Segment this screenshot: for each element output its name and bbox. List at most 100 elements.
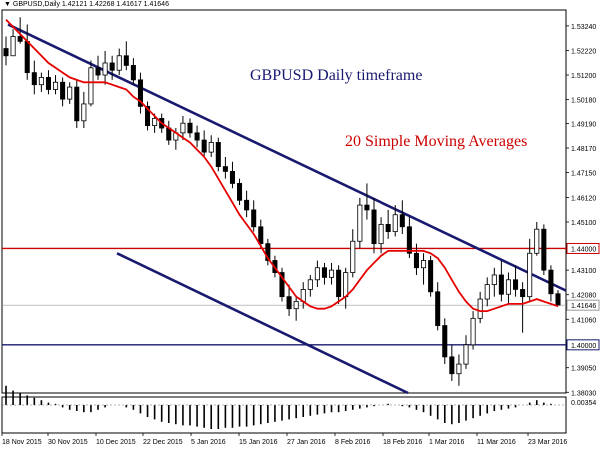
y-tick-label-5: 1.48170 bbox=[571, 146, 596, 153]
y-axis: 1.53240 1.52220 1.51200 1.50180 1.49190 1.481… bbox=[566, 24, 600, 397]
trendline-1 bbox=[116, 252, 409, 395]
candle-body-48 bbox=[343, 272, 349, 298]
y-tick-label-8: 1.45100 bbox=[571, 220, 596, 227]
candle-body-2 bbox=[17, 36, 23, 42]
candle-body-62 bbox=[442, 325, 448, 358]
candle-body-55 bbox=[392, 214, 398, 233]
candle-body-54 bbox=[385, 223, 391, 233]
candle-body-16 bbox=[116, 55, 122, 71]
candle-body-71 bbox=[505, 279, 511, 295]
candle-body-12 bbox=[88, 67, 94, 105]
y-tick-label-14: 1.40000 bbox=[571, 343, 596, 350]
candle-body-33 bbox=[237, 183, 243, 201]
candle-body-58 bbox=[413, 252, 419, 269]
indicator-panel-border bbox=[1, 396, 567, 434]
candle-body-69 bbox=[491, 274, 497, 286]
candle-body-41 bbox=[293, 301, 299, 310]
candle-body-9 bbox=[67, 86, 73, 100]
candle-body-27 bbox=[194, 132, 200, 141]
candle-body-44 bbox=[314, 267, 320, 281]
chart-header: ▼ GBPUSD,Daily 1.42121 1.42268 1.41617 1… bbox=[4, 1, 169, 8]
indicator-panel: 0.00354 bbox=[2, 385, 596, 429]
candle-body-70 bbox=[498, 274, 504, 295]
candle-body-18 bbox=[130, 65, 136, 81]
candle-body-0 bbox=[3, 48, 9, 57]
candle-body-13 bbox=[95, 67, 101, 76]
candle-body-31 bbox=[222, 166, 228, 172]
y-tick-label-1: 1.52220 bbox=[571, 48, 596, 55]
y-tick-label-16: 1.38030 bbox=[571, 390, 596, 397]
x-axis: 18 Nov 2015 30 Nov 2015 10 Dec 2015 22 Dec … bbox=[1, 433, 567, 446]
candle-body-39 bbox=[279, 272, 285, 298]
candle-body-19 bbox=[137, 79, 143, 107]
indicator-value-label: 0.00354 bbox=[571, 400, 596, 407]
candle-body-10 bbox=[74, 86, 80, 122]
y-level-box-9 bbox=[566, 242, 600, 254]
candle-body-5 bbox=[38, 77, 44, 86]
y-level-box-14 bbox=[566, 339, 600, 351]
x-tick-label-5: 15 Jan 2016 bbox=[239, 439, 278, 446]
x-tick-label-8: 18 Feb 2016 bbox=[383, 439, 422, 446]
candle-body-20 bbox=[145, 105, 151, 127]
candle-body-73 bbox=[520, 289, 526, 298]
candle-body-3 bbox=[24, 40, 30, 74]
x-tick-label-10: 11 Mar 2016 bbox=[477, 439, 516, 446]
candle-body-63 bbox=[449, 356, 455, 375]
candle-body-34 bbox=[244, 199, 250, 211]
candle-body-11 bbox=[81, 103, 87, 122]
y-tick-label-11: 1.42080 bbox=[571, 293, 596, 300]
candle-body-72 bbox=[513, 279, 519, 290]
x-tick-label-4: 5 Jan 2016 bbox=[191, 439, 226, 446]
candle-body-50 bbox=[357, 204, 363, 242]
candle-body-65 bbox=[463, 344, 469, 365]
candle-body-15 bbox=[109, 62, 115, 71]
x-tick-label-0: 18 Nov 2015 bbox=[2, 439, 42, 446]
candle-body-49 bbox=[350, 240, 356, 273]
candle-body-51 bbox=[364, 204, 370, 211]
candle-body-76 bbox=[541, 228, 547, 271]
candle-body-28 bbox=[201, 139, 207, 153]
candle-body-7 bbox=[53, 81, 59, 90]
x-tick-label-11: 23 Mar 2016 bbox=[528, 439, 567, 446]
annotation-timeframe: GBPUSD Daily timeframe bbox=[250, 67, 423, 84]
sma-line bbox=[5, 18, 559, 313]
candle-body-74 bbox=[527, 252, 533, 298]
annotation-sma: 20 Simple Moving Averages bbox=[345, 133, 528, 150]
candle-body-45 bbox=[321, 267, 327, 278]
candle-body-60 bbox=[428, 260, 434, 293]
candle-body-14 bbox=[102, 62, 108, 76]
x-tick-label-1: 30 Nov 2015 bbox=[48, 439, 88, 446]
y-tick-label-2: 1.51200 bbox=[571, 73, 596, 80]
y-tick-label-6: 1.47150 bbox=[571, 171, 596, 178]
symbol-header: GBPUSD,Daily bbox=[12, 1, 60, 8]
candle-body-36 bbox=[258, 226, 264, 245]
candle-body-30 bbox=[215, 142, 221, 167]
candle-body-67 bbox=[477, 298, 483, 319]
ohlc-header: 1.42121 1.42268 1.41617 1.41646 bbox=[61, 1, 169, 8]
y-tick-label-13: 1.41060 bbox=[571, 317, 596, 324]
candle-body-53 bbox=[378, 223, 384, 245]
candle-body-59 bbox=[421, 260, 427, 269]
candle-body-66 bbox=[470, 317, 476, 346]
candle-body-52 bbox=[371, 209, 377, 245]
sma20-line bbox=[5, 18, 559, 313]
candle-body-46 bbox=[329, 269, 335, 278]
candle-body-26 bbox=[187, 122, 193, 134]
candle-body-77 bbox=[548, 269, 554, 295]
candle-body-8 bbox=[60, 81, 66, 100]
candle-body-35 bbox=[251, 209, 257, 228]
candle-body-43 bbox=[307, 279, 313, 290]
candle-body-17 bbox=[123, 55, 129, 66]
candlesticks bbox=[3, 17, 561, 386]
candle-body-64 bbox=[456, 363, 462, 375]
candle-body-25 bbox=[180, 122, 186, 134]
x-tick-label-3: 22 Dec 2015 bbox=[143, 439, 183, 446]
candle-body-68 bbox=[484, 284, 490, 300]
candle-body-57 bbox=[406, 226, 412, 254]
y-tick-label-15: 1.39050 bbox=[571, 366, 596, 373]
header-arrow-icon: ▼ bbox=[4, 1, 11, 8]
y-tick-label-7: 1.46120 bbox=[571, 195, 596, 202]
y-tick-label-4: 1.49190 bbox=[571, 121, 596, 128]
x-tick-label-6: 27 Jan 2016 bbox=[287, 439, 326, 446]
